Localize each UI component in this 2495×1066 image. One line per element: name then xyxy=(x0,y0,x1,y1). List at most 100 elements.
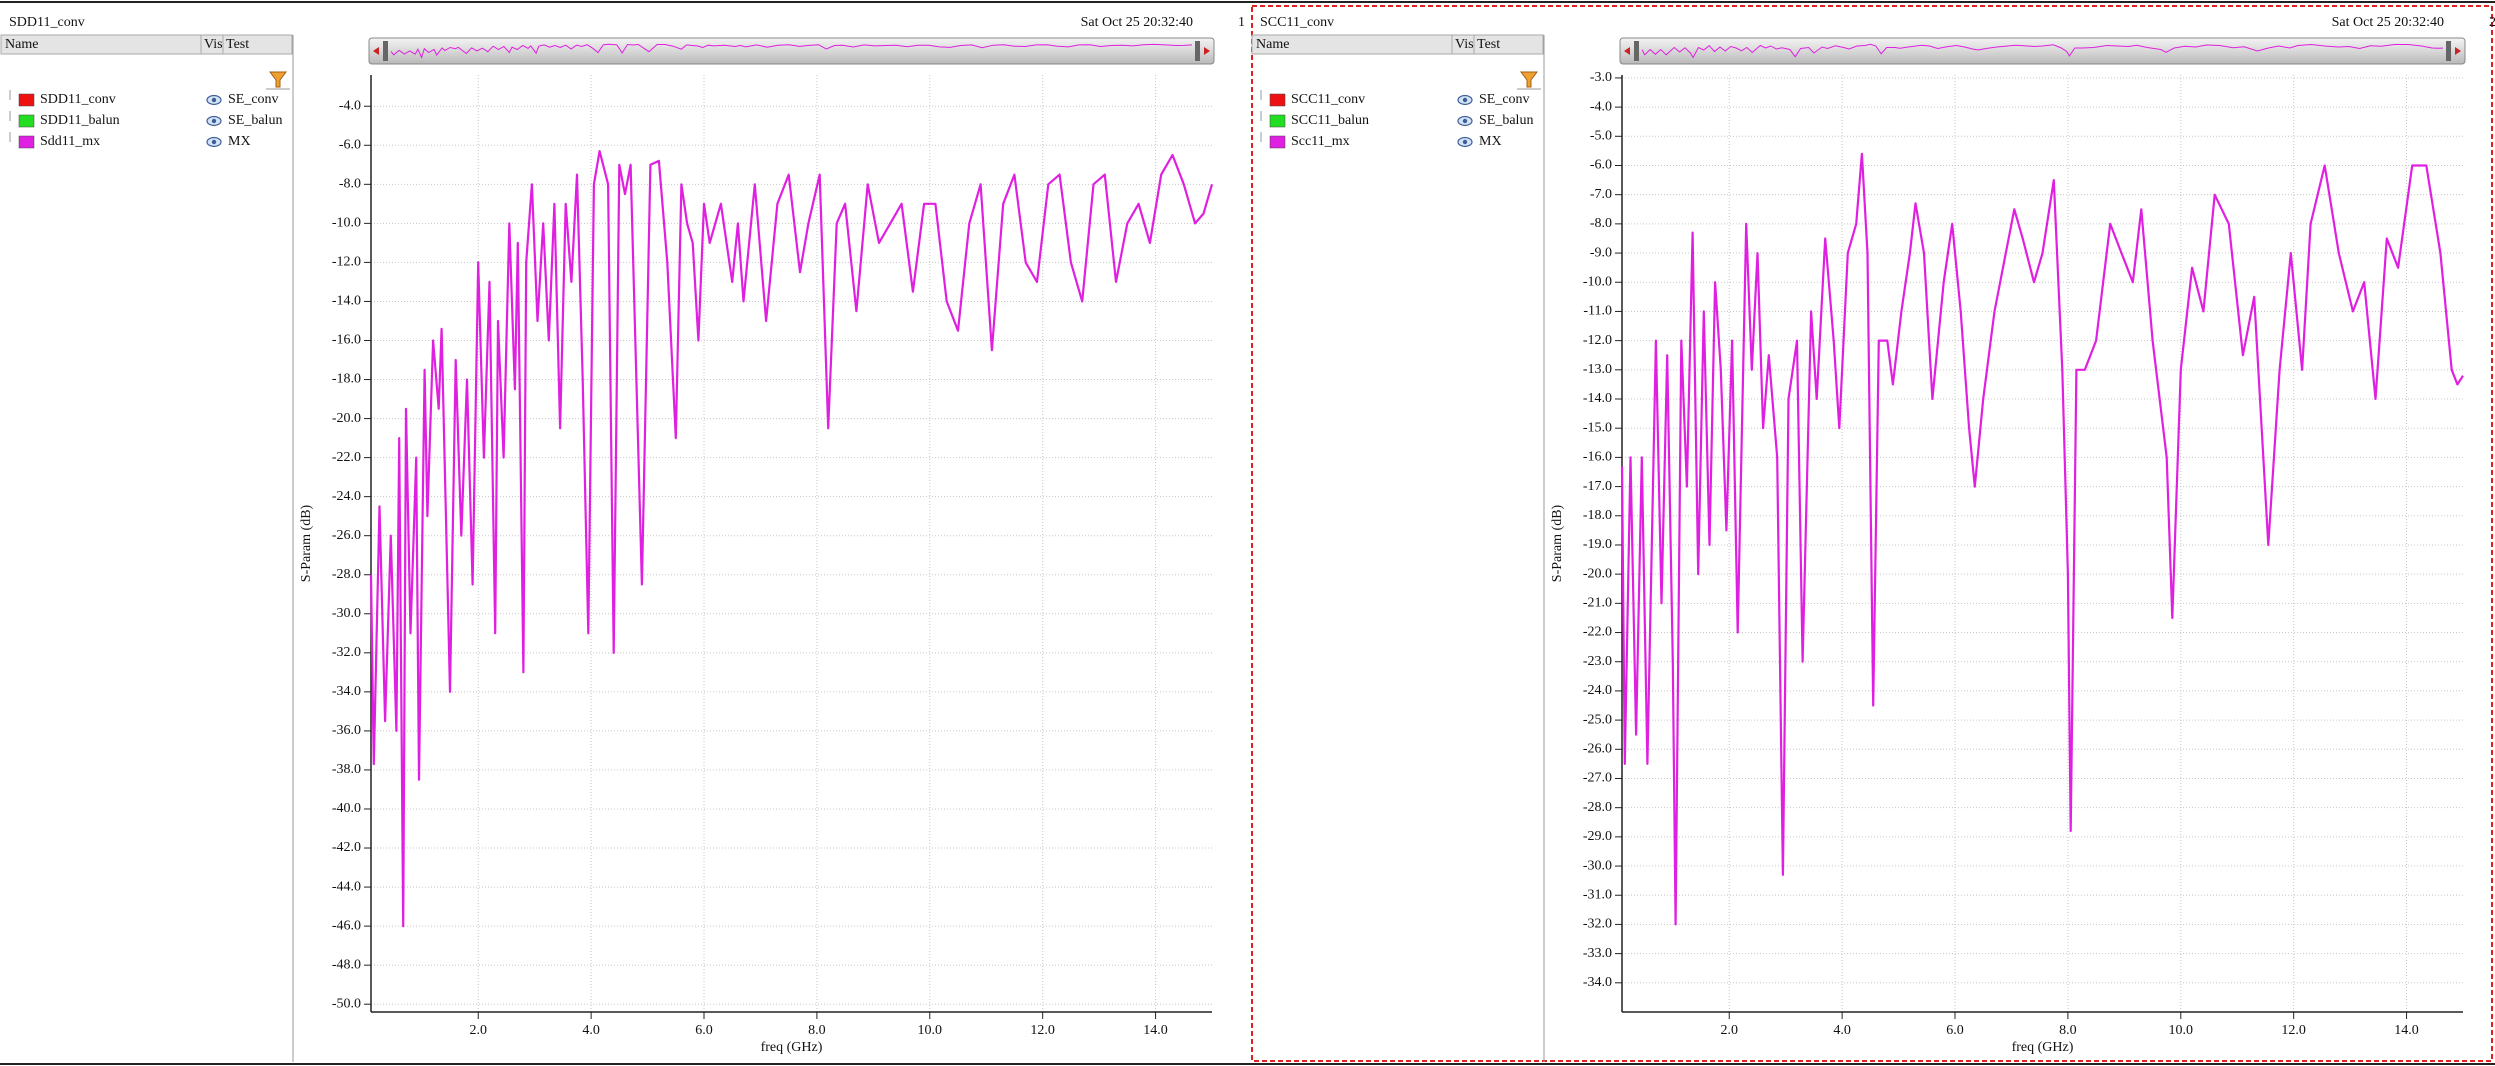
y-tick-label: -14.0 xyxy=(1583,391,1612,406)
panel-title: SCC11_conv xyxy=(1260,15,1334,30)
y-tick-label: -26.0 xyxy=(332,528,361,543)
legend-name: SDD11_balun xyxy=(40,113,120,128)
x-tick-label: 12.0 xyxy=(1030,1023,1055,1038)
x-axis-label: freq (GHz) xyxy=(2012,1040,2074,1055)
y-tick-label: -30.0 xyxy=(1583,858,1612,873)
legend-swatch xyxy=(1269,93,1286,107)
y-tick-label: -4.0 xyxy=(339,98,361,113)
y-axis-label: S-Param (dB) xyxy=(299,504,314,582)
column-header: Test xyxy=(226,37,249,52)
legend-swatch xyxy=(1269,135,1286,149)
overview-left-arrow xyxy=(373,47,379,55)
legend-name: SCC11_conv xyxy=(1291,92,1365,107)
x-tick-label: 6.0 xyxy=(695,1023,713,1038)
x-tick-label: 8.0 xyxy=(2059,1023,2077,1038)
y-tick-label: -16.0 xyxy=(1583,450,1612,465)
timestamp: Sat Oct 25 20:32:40 xyxy=(1081,15,1193,30)
overview-handle-left xyxy=(383,41,388,61)
y-tick-label: -34.0 xyxy=(332,684,361,699)
legend-swatch xyxy=(18,93,35,107)
y-tick-label: -40.0 xyxy=(332,801,361,816)
y-tick-label: -26.0 xyxy=(1583,742,1612,757)
column-header: Name xyxy=(1256,37,1289,52)
y-tick-label: -18.0 xyxy=(332,372,361,387)
overview-trace xyxy=(390,43,1193,59)
y-tick-label: -12.0 xyxy=(332,255,361,270)
eye-pupil xyxy=(1462,118,1468,124)
y-tick-label: -34.0 xyxy=(1583,975,1612,990)
legend-name: SCC11_balun xyxy=(1291,113,1369,128)
panel-index: 2 xyxy=(2489,15,2495,30)
y-tick-label: -28.0 xyxy=(332,567,361,582)
panel-index: 1 xyxy=(1238,15,1245,30)
legend-test: SE_conv xyxy=(1479,92,1530,107)
y-tick-label: -38.0 xyxy=(332,762,361,777)
column-header: Test xyxy=(1477,37,1500,52)
eye-pupil xyxy=(211,139,217,145)
x-tick-label: 6.0 xyxy=(1946,1023,1964,1038)
y-tick-label: -50.0 xyxy=(332,996,361,1011)
y-tick-label: -16.0 xyxy=(332,333,361,348)
column-header: Name xyxy=(5,37,38,52)
legend-swatch xyxy=(18,114,35,128)
x-tick-label: 4.0 xyxy=(1833,1023,1851,1038)
y-tick-label: -3.0 xyxy=(1590,70,1612,85)
y-tick-label: -29.0 xyxy=(1583,829,1612,844)
x-tick-label: 2.0 xyxy=(1720,1023,1738,1038)
x-tick-label: 10.0 xyxy=(2169,1023,2194,1038)
x-tick-label: 14.0 xyxy=(2394,1023,2419,1038)
y-axis-label: S-Param (dB) xyxy=(1550,504,1565,582)
legend-swatch xyxy=(1269,114,1286,128)
y-tick-label: -28.0 xyxy=(1583,800,1612,815)
legend-test: SE_conv xyxy=(228,92,279,107)
y-tick-label: -32.0 xyxy=(332,645,361,660)
y-tick-label: -4.0 xyxy=(1590,99,1612,114)
y-tick-label: -8.0 xyxy=(1590,216,1612,231)
y-tick-label: -24.0 xyxy=(1583,683,1612,698)
legend-test: MX xyxy=(1479,134,1502,149)
y-tick-label: -22.0 xyxy=(332,450,361,465)
eye-pupil xyxy=(1462,97,1468,103)
y-tick-label: -8.0 xyxy=(339,177,361,192)
series-line xyxy=(369,150,1214,928)
y-tick-label: -44.0 xyxy=(332,879,361,894)
y-tick-label: -15.0 xyxy=(1583,420,1612,435)
y-tick-label: -7.0 xyxy=(1590,187,1612,202)
legend-name: Scc11_mx xyxy=(1291,134,1350,149)
legend-name: SDD11_conv xyxy=(40,92,116,107)
y-tick-label: -25.0 xyxy=(1583,712,1612,727)
x-tick-label: 2.0 xyxy=(469,1023,487,1038)
x-tick-label: 10.0 xyxy=(918,1023,943,1038)
y-tick-label: -5.0 xyxy=(1590,129,1612,144)
x-tick-label: 14.0 xyxy=(1143,1023,1168,1038)
timestamp: Sat Oct 25 20:32:40 xyxy=(2332,15,2444,30)
active-panel-border xyxy=(1251,5,2493,1062)
y-tick-label: -33.0 xyxy=(1583,946,1612,961)
y-tick-label: -31.0 xyxy=(1583,887,1612,902)
y-tick-label: -20.0 xyxy=(1583,566,1612,581)
eye-pupil xyxy=(1462,139,1468,145)
legend-test: SE_balun xyxy=(1479,113,1533,128)
x-tick-label: 8.0 xyxy=(808,1023,826,1038)
y-tick-label: -21.0 xyxy=(1583,596,1612,611)
eye-pupil xyxy=(211,97,217,103)
eye-pupil xyxy=(211,118,217,124)
overview-handle-left xyxy=(1634,41,1639,61)
legend-name: Sdd11_mx xyxy=(40,134,100,149)
overview-strip[interactable] xyxy=(1619,37,2466,65)
y-tick-label: -13.0 xyxy=(1583,362,1612,377)
legend-header xyxy=(0,34,293,55)
y-tick-label: -9.0 xyxy=(1590,245,1612,260)
panel-title: SDD11_conv xyxy=(9,15,85,30)
overview-handle-right xyxy=(1195,41,1200,61)
overview-trace xyxy=(1641,43,2444,59)
y-tick-label: -14.0 xyxy=(332,294,361,309)
x-axis-label: freq (GHz) xyxy=(761,1040,823,1055)
y-tick-label: -18.0 xyxy=(1583,508,1612,523)
y-tick-label: -19.0 xyxy=(1583,537,1612,552)
y-tick-label: -42.0 xyxy=(332,840,361,855)
overview-handle-right xyxy=(2446,41,2451,61)
overview-strip[interactable] xyxy=(368,37,1215,65)
x-tick-label: 12.0 xyxy=(2281,1023,2306,1038)
